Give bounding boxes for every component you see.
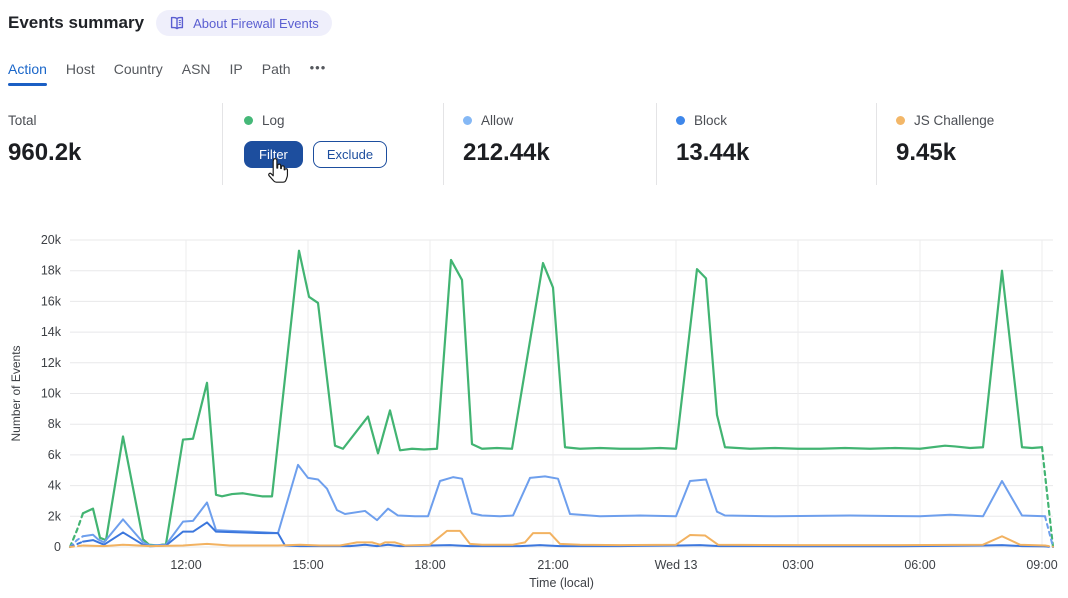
- stat-value: 9.45k: [896, 139, 957, 166]
- y-axis-title: Number of Events: [9, 345, 23, 441]
- y-tick-label: 6k: [48, 448, 62, 462]
- series-allow: [82, 463, 1046, 547]
- events-chart[interactable]: 0 2k 4k 6k 8k 10k 12k 14k 16k 18k 20k 12:00 15:00 18:…: [0, 225, 1068, 598]
- x-tick-label: 21:00: [537, 558, 568, 572]
- stat-label-line: JS Challenge: [896, 110, 1068, 130]
- log-hover-actions: Filter Exclude: [244, 141, 443, 168]
- about-badge-label: About Firewall Events: [193, 15, 319, 31]
- stat-label-line: Total: [8, 110, 222, 130]
- js_challenge-dot-icon: [896, 115, 905, 125]
- tab-host[interactable]: Host: [66, 59, 95, 86]
- stat-allow: Allow 212.44k: [443, 103, 656, 185]
- exclude-button[interactable]: Exclude: [312, 141, 388, 168]
- stat-value: 212.44k: [463, 139, 550, 166]
- stat-log: Log Filter Exclude: [222, 103, 443, 185]
- y-tick-label: 18k: [41, 264, 62, 278]
- tab-country[interactable]: Country: [114, 59, 163, 86]
- page-title: Events summary: [8, 13, 145, 32]
- x-tick-label: 06:00: [904, 558, 935, 572]
- stat-js_challenge: JS Challenge 9.45k: [876, 103, 1068, 185]
- tab-asn[interactable]: ASN: [182, 59, 211, 86]
- y-tick-label: 16k: [41, 294, 62, 308]
- stat-total: Total 960.2k: [0, 103, 222, 185]
- stat-label: Block: [694, 112, 728, 128]
- x-tick-label: 12:00: [170, 558, 201, 572]
- tab-action[interactable]: Action: [8, 59, 47, 86]
- stat-value: 13.44k: [676, 139, 750, 166]
- series-log: [1040, 446, 1055, 549]
- x-axis-title: Time (local): [529, 576, 594, 590]
- filter-button[interactable]: Filter: [244, 141, 303, 168]
- x-tick-label: 15:00: [292, 558, 323, 572]
- stat-value: 960.2k: [8, 139, 82, 166]
- x-tick-label: 03:00: [782, 558, 813, 572]
- series-allow: [69, 535, 84, 548]
- series-js-challenge: [69, 544, 84, 548]
- block-dot-icon: [676, 115, 685, 125]
- tabs: Action Host Country ASN IP Path •••: [8, 58, 326, 87]
- series-log: [81, 249, 1044, 547]
- y-tick-label: 10k: [41, 387, 62, 401]
- more-tabs-button[interactable]: •••: [310, 58, 327, 87]
- x-tick-label: Wed 13: [655, 558, 698, 572]
- series-allow: [1044, 515, 1054, 548]
- log-dot-icon: [244, 115, 253, 125]
- stat-label: Allow: [481, 112, 514, 128]
- book-icon: [170, 16, 184, 30]
- stat-label-line: Allow: [463, 110, 656, 130]
- stats-row: Total 960.2k Log Filter Exclude Allow 212.44k B…: [0, 103, 1068, 185]
- tab-ip[interactable]: IP: [230, 59, 243, 86]
- series-js-challenge: [82, 529, 1046, 548]
- series-js-challenge: [1044, 544, 1054, 548]
- x-tick-label: 18:00: [414, 558, 445, 572]
- header: Events summary About Firewall Events: [8, 10, 332, 36]
- y-tick-label: 4k: [48, 479, 62, 493]
- y-tick-label: 0: [54, 540, 61, 554]
- stat-block: Block 13.44k: [656, 103, 876, 185]
- y-tick-label: 12k: [41, 356, 62, 370]
- stat-label-line: Block: [676, 110, 876, 130]
- stat-label: Log: [262, 112, 285, 128]
- y-tick-label: 14k: [41, 325, 62, 339]
- series-block: [82, 521, 1046, 548]
- about-firewall-events-badge[interactable]: About Firewall Events: [156, 10, 332, 36]
- stat-label: Total: [8, 112, 37, 128]
- y-tick-label: 2k: [48, 509, 62, 523]
- allow-dot-icon: [463, 115, 472, 125]
- stat-label-line: Log: [244, 110, 443, 130]
- y-tick-label: 20k: [41, 233, 62, 247]
- events-chart-canvas[interactable]: 0 2k 4k 6k 8k 10k 12k 14k 16k 18k 20k 12:00 15:00 18:…: [0, 225, 1068, 598]
- x-tick-label: 09:00: [1026, 558, 1057, 572]
- y-tick-label: 8k: [48, 417, 62, 431]
- series-log: [68, 512, 85, 549]
- stat-label: JS Challenge: [914, 112, 995, 128]
- tab-path[interactable]: Path: [262, 59, 291, 86]
